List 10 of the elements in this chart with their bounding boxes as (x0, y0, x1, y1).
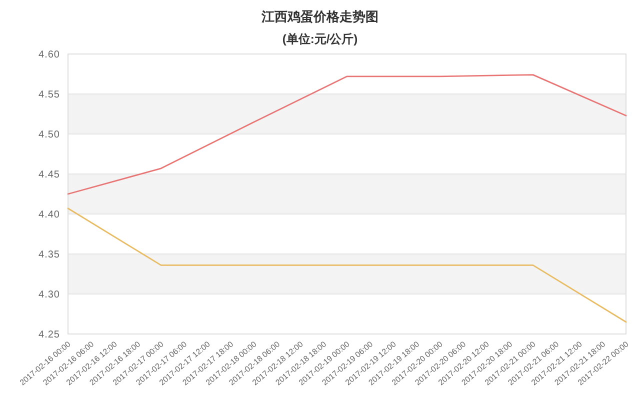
ytick: 4.30 (38, 290, 60, 300)
subtitle: (单位:元/公斤) (282, 32, 358, 46)
ytick: 4.50 (38, 130, 60, 140)
ytick: 4.35 (38, 250, 60, 260)
title: 江西鸡蛋价格走势图 (262, 9, 378, 24)
ytick: 4.45 (38, 170, 60, 180)
ytick: 4.25 (38, 330, 60, 340)
ytick: 4.60 (38, 50, 60, 60)
ytick: 4.55 (38, 90, 60, 100)
ytick: 4.40 (38, 210, 60, 220)
